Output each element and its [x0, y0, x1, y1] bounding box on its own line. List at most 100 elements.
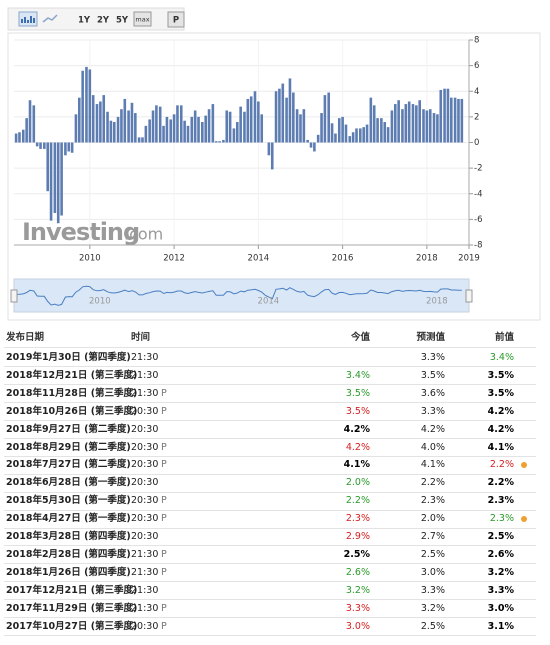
bar: [95, 104, 99, 143]
alert-dot: [521, 462, 527, 469]
bar: [355, 128, 358, 143]
bar: [218, 141, 221, 143]
preliminary-mark: P: [161, 459, 167, 471]
watermark: Investing: [22, 218, 139, 246]
bar: [344, 124, 348, 143]
bar: [432, 113, 436, 143]
bar: [165, 116, 169, 143]
bar: [376, 118, 379, 143]
forecast: 4.1%: [420, 459, 445, 471]
mode-button[interactable]: P: [173, 16, 179, 26]
bar: [260, 114, 264, 143]
forecast: 4.0%: [420, 441, 445, 453]
navigator-frame: [13, 278, 470, 313]
release-time: 20:30: [131, 441, 159, 453]
actual: 3.4%: [345, 369, 370, 381]
x-tick-label: 2018: [416, 254, 438, 264]
forecast: 3.3%: [420, 405, 445, 417]
range-button[interactable]: max: [135, 16, 149, 24]
bar: [158, 106, 162, 143]
previous: 3.4%: [489, 352, 514, 363]
bar: [316, 134, 320, 143]
bar: [390, 110, 394, 143]
bar: [21, 129, 25, 143]
bar: [78, 97, 81, 143]
navigator-handle[interactable]: [465, 289, 473, 303]
range-button[interactable]: 2Y: [97, 16, 110, 26]
bar: [369, 97, 373, 143]
line-chart-button[interactable]: [42, 14, 58, 23]
release-date: 2018年7月27日 (第二季度): [6, 459, 131, 471]
header: 前值: [494, 332, 514, 343]
bar: [204, 115, 207, 143]
bar: [116, 116, 120, 143]
row-divider: [4, 491, 536, 493]
bar: [246, 98, 250, 143]
actual: 4.1%: [343, 459, 370, 471]
bar: [88, 69, 92, 143]
bar: [183, 120, 186, 143]
bar: [460, 98, 464, 143]
chart-frame: [7, 32, 541, 321]
actual: 3.5%: [345, 387, 370, 399]
bar: [179, 105, 183, 143]
header: 发布日期: [6, 332, 45, 343]
forecast: 2.3%: [420, 495, 445, 507]
bar: [404, 104, 408, 143]
forecast: 2.7%: [420, 531, 445, 542]
bar: [127, 110, 130, 143]
y-tick-label: 6: [474, 61, 479, 71]
bar: [306, 139, 309, 143]
previous: 3.1%: [487, 620, 514, 632]
forecast: 2.2%: [420, 477, 445, 489]
previous: 3.0%: [487, 602, 514, 614]
preliminary-mark: P: [161, 495, 167, 507]
bar: [46, 142, 50, 192]
bar: [85, 66, 88, 143]
bar: [134, 113, 137, 143]
bar: [193, 110, 197, 143]
range-button[interactable]: 1Y: [78, 16, 91, 26]
bar: [323, 95, 327, 143]
max-button-box[interactable]: [133, 11, 152, 27]
bar: [225, 110, 229, 143]
bar: [359, 128, 362, 143]
mode-button-box[interactable]: [167, 11, 185, 28]
bar: [109, 120, 113, 143]
navigator-handle[interactable]: [10, 289, 18, 303]
y-tick-label: 2: [474, 112, 479, 122]
release-date: 2018年1月26日 (第四季度): [6, 566, 131, 578]
bar: [380, 118, 383, 143]
range-button[interactable]: 5Y: [116, 16, 129, 26]
bar: [228, 111, 232, 143]
release-date: 2018年11月28日 (第三季度): [6, 387, 138, 399]
release-time: 20:30: [131, 495, 159, 507]
bar: [372, 105, 376, 143]
y-tick-label: 0: [474, 138, 479, 148]
bar: [253, 91, 257, 143]
release-time: 20:30: [131, 459, 159, 471]
bar: [14, 133, 18, 143]
bar: [288, 78, 292, 143]
previous: 2.2%: [487, 477, 514, 489]
row-divider: [4, 617, 536, 618]
bar: [446, 88, 450, 143]
bar: [35, 142, 39, 147]
bar: [397, 100, 400, 143]
bar: [320, 113, 323, 143]
bar: [299, 114, 302, 143]
bar: [348, 136, 352, 143]
bar: [232, 128, 236, 143]
bar: [99, 101, 102, 143]
x-tick-label: 2019: [458, 254, 480, 264]
release-time: 21:30: [131, 369, 159, 381]
y-tick-label: 8: [474, 36, 479, 46]
bar: [39, 142, 42, 149]
bar: [383, 122, 387, 143]
bar: [49, 142, 53, 221]
row-divider: [4, 527, 536, 529]
previous: 3.5%: [487, 369, 514, 381]
bar: [186, 125, 190, 143]
bar-chart-button[interactable]: [18, 11, 38, 27]
preliminary-mark: P: [161, 441, 167, 453]
